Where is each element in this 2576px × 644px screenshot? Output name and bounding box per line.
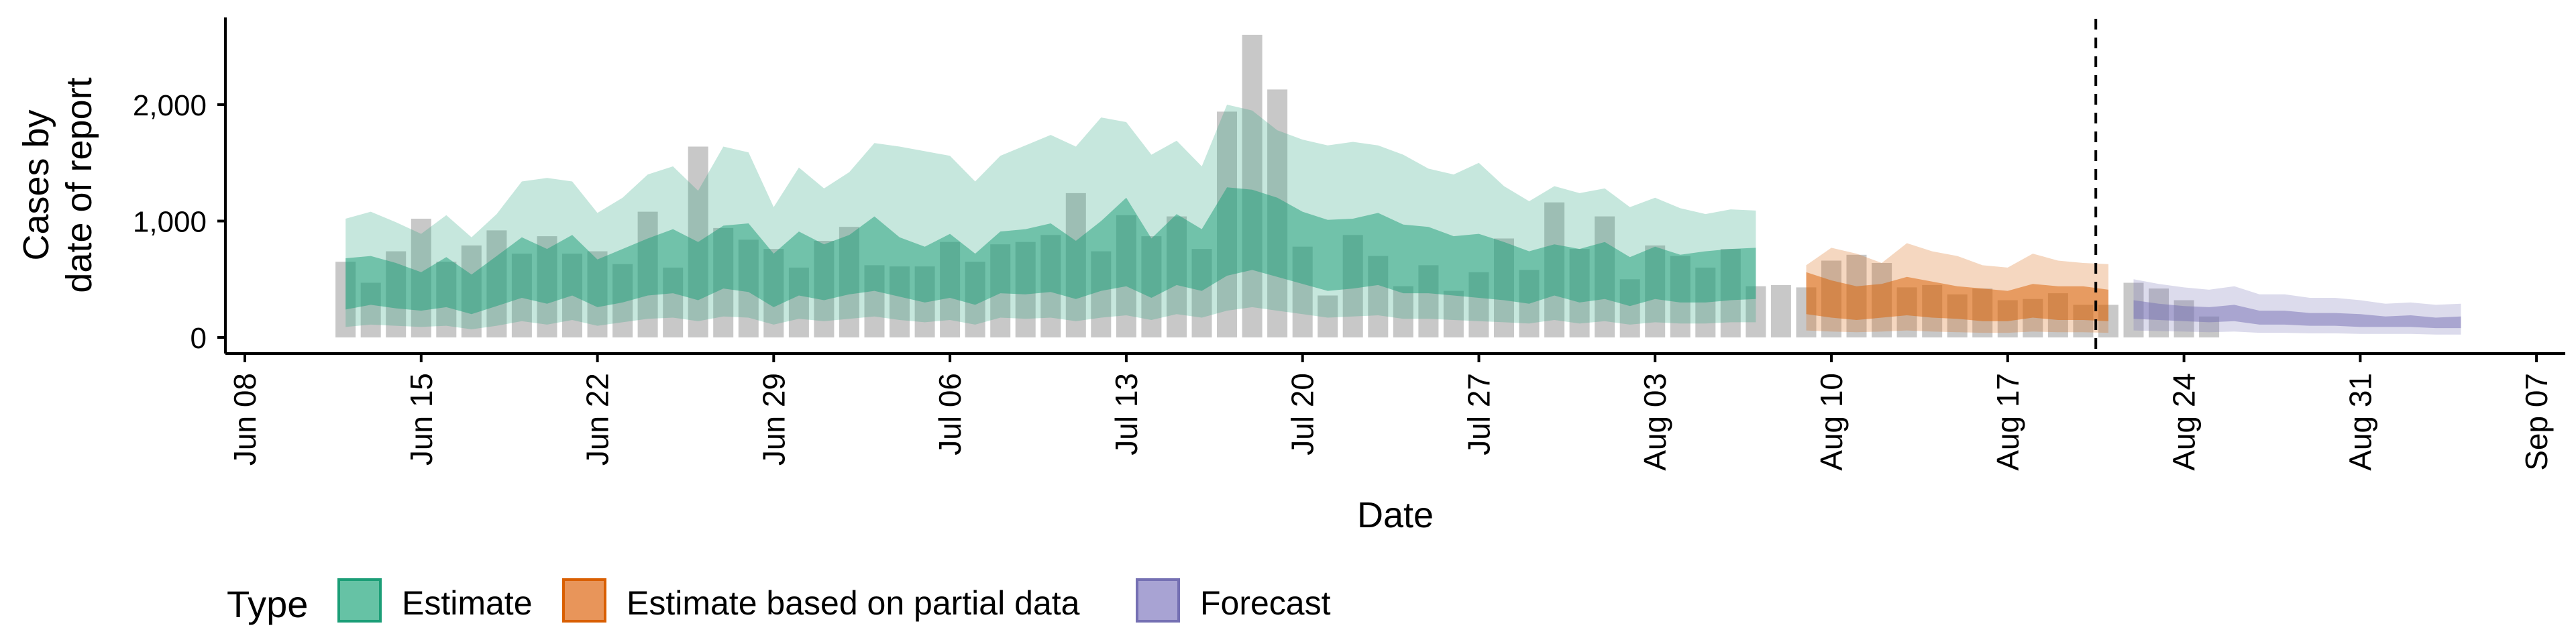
legend: Type Estimate Estimate based on partial d… <box>227 578 1331 625</box>
x-tick-label: Jun 29 <box>756 373 791 466</box>
x-tick-label: Jun 15 <box>404 373 439 466</box>
reported-cases-bar <box>1393 286 1413 337</box>
x-tick-label: Aug 10 <box>1814 373 1849 471</box>
legend-label-forecast: Forecast <box>1200 584 1331 622</box>
y-axis-ticks: 0 1,000 2,000 <box>133 89 225 355</box>
estimate-based-on-partial-data-inner-band <box>1806 272 2108 321</box>
reported-cases-bar <box>1443 290 1464 337</box>
x-tick-label: Sep 07 <box>2519 373 2554 471</box>
x-tick-label: Jun 08 <box>227 373 262 466</box>
x-tick-label: Jul 13 <box>1109 373 1144 455</box>
estimate-bands <box>345 105 2461 335</box>
legend-swatch-forecast <box>1136 578 1180 623</box>
x-tick-label: Aug 03 <box>1638 373 1672 471</box>
x-tick-label: Jul 20 <box>1285 373 1320 455</box>
legend-label-estimate: Estimate <box>402 584 533 622</box>
x-tick-label: Aug 31 <box>2343 373 2377 471</box>
reported-cases-bar <box>1242 34 1263 338</box>
x-tick-label: Aug 17 <box>1990 373 2025 471</box>
legend-title: Type <box>227 583 308 625</box>
y-axis-title-line-1: Cases by <box>16 109 56 260</box>
reported-cases-bar <box>1770 284 1791 337</box>
y-axis-title-line-2: date of report <box>59 77 99 292</box>
y-tick-label: 2,000 <box>133 89 207 122</box>
legend-label-estimate-based-on-partial-data: Estimate based on partial data <box>627 584 1080 622</box>
x-tick-label: Jul 06 <box>932 373 967 455</box>
x-axis-ticks: Jun 08 Jun 15 Jun 22 Jun 29 Jul 06 Jul 13 Jul … <box>227 354 2554 471</box>
x-tick-label: Aug 24 <box>2167 373 2202 471</box>
x-tick-label: Jul 27 <box>1462 373 1497 455</box>
y-tick-label: 1,000 <box>133 206 207 239</box>
y-tick-label: 0 <box>191 322 207 355</box>
legend-swatch-estimate <box>337 578 382 623</box>
forecast-inner-band <box>2133 300 2461 329</box>
estimate-inner-band <box>345 187 1756 315</box>
reported-cases-bar <box>1318 295 1338 337</box>
x-tick-label: Jun 22 <box>580 373 615 466</box>
legend-swatch-estimate-based-on-partial-data <box>562 578 606 623</box>
x-axis-title: Date <box>1357 495 1434 535</box>
